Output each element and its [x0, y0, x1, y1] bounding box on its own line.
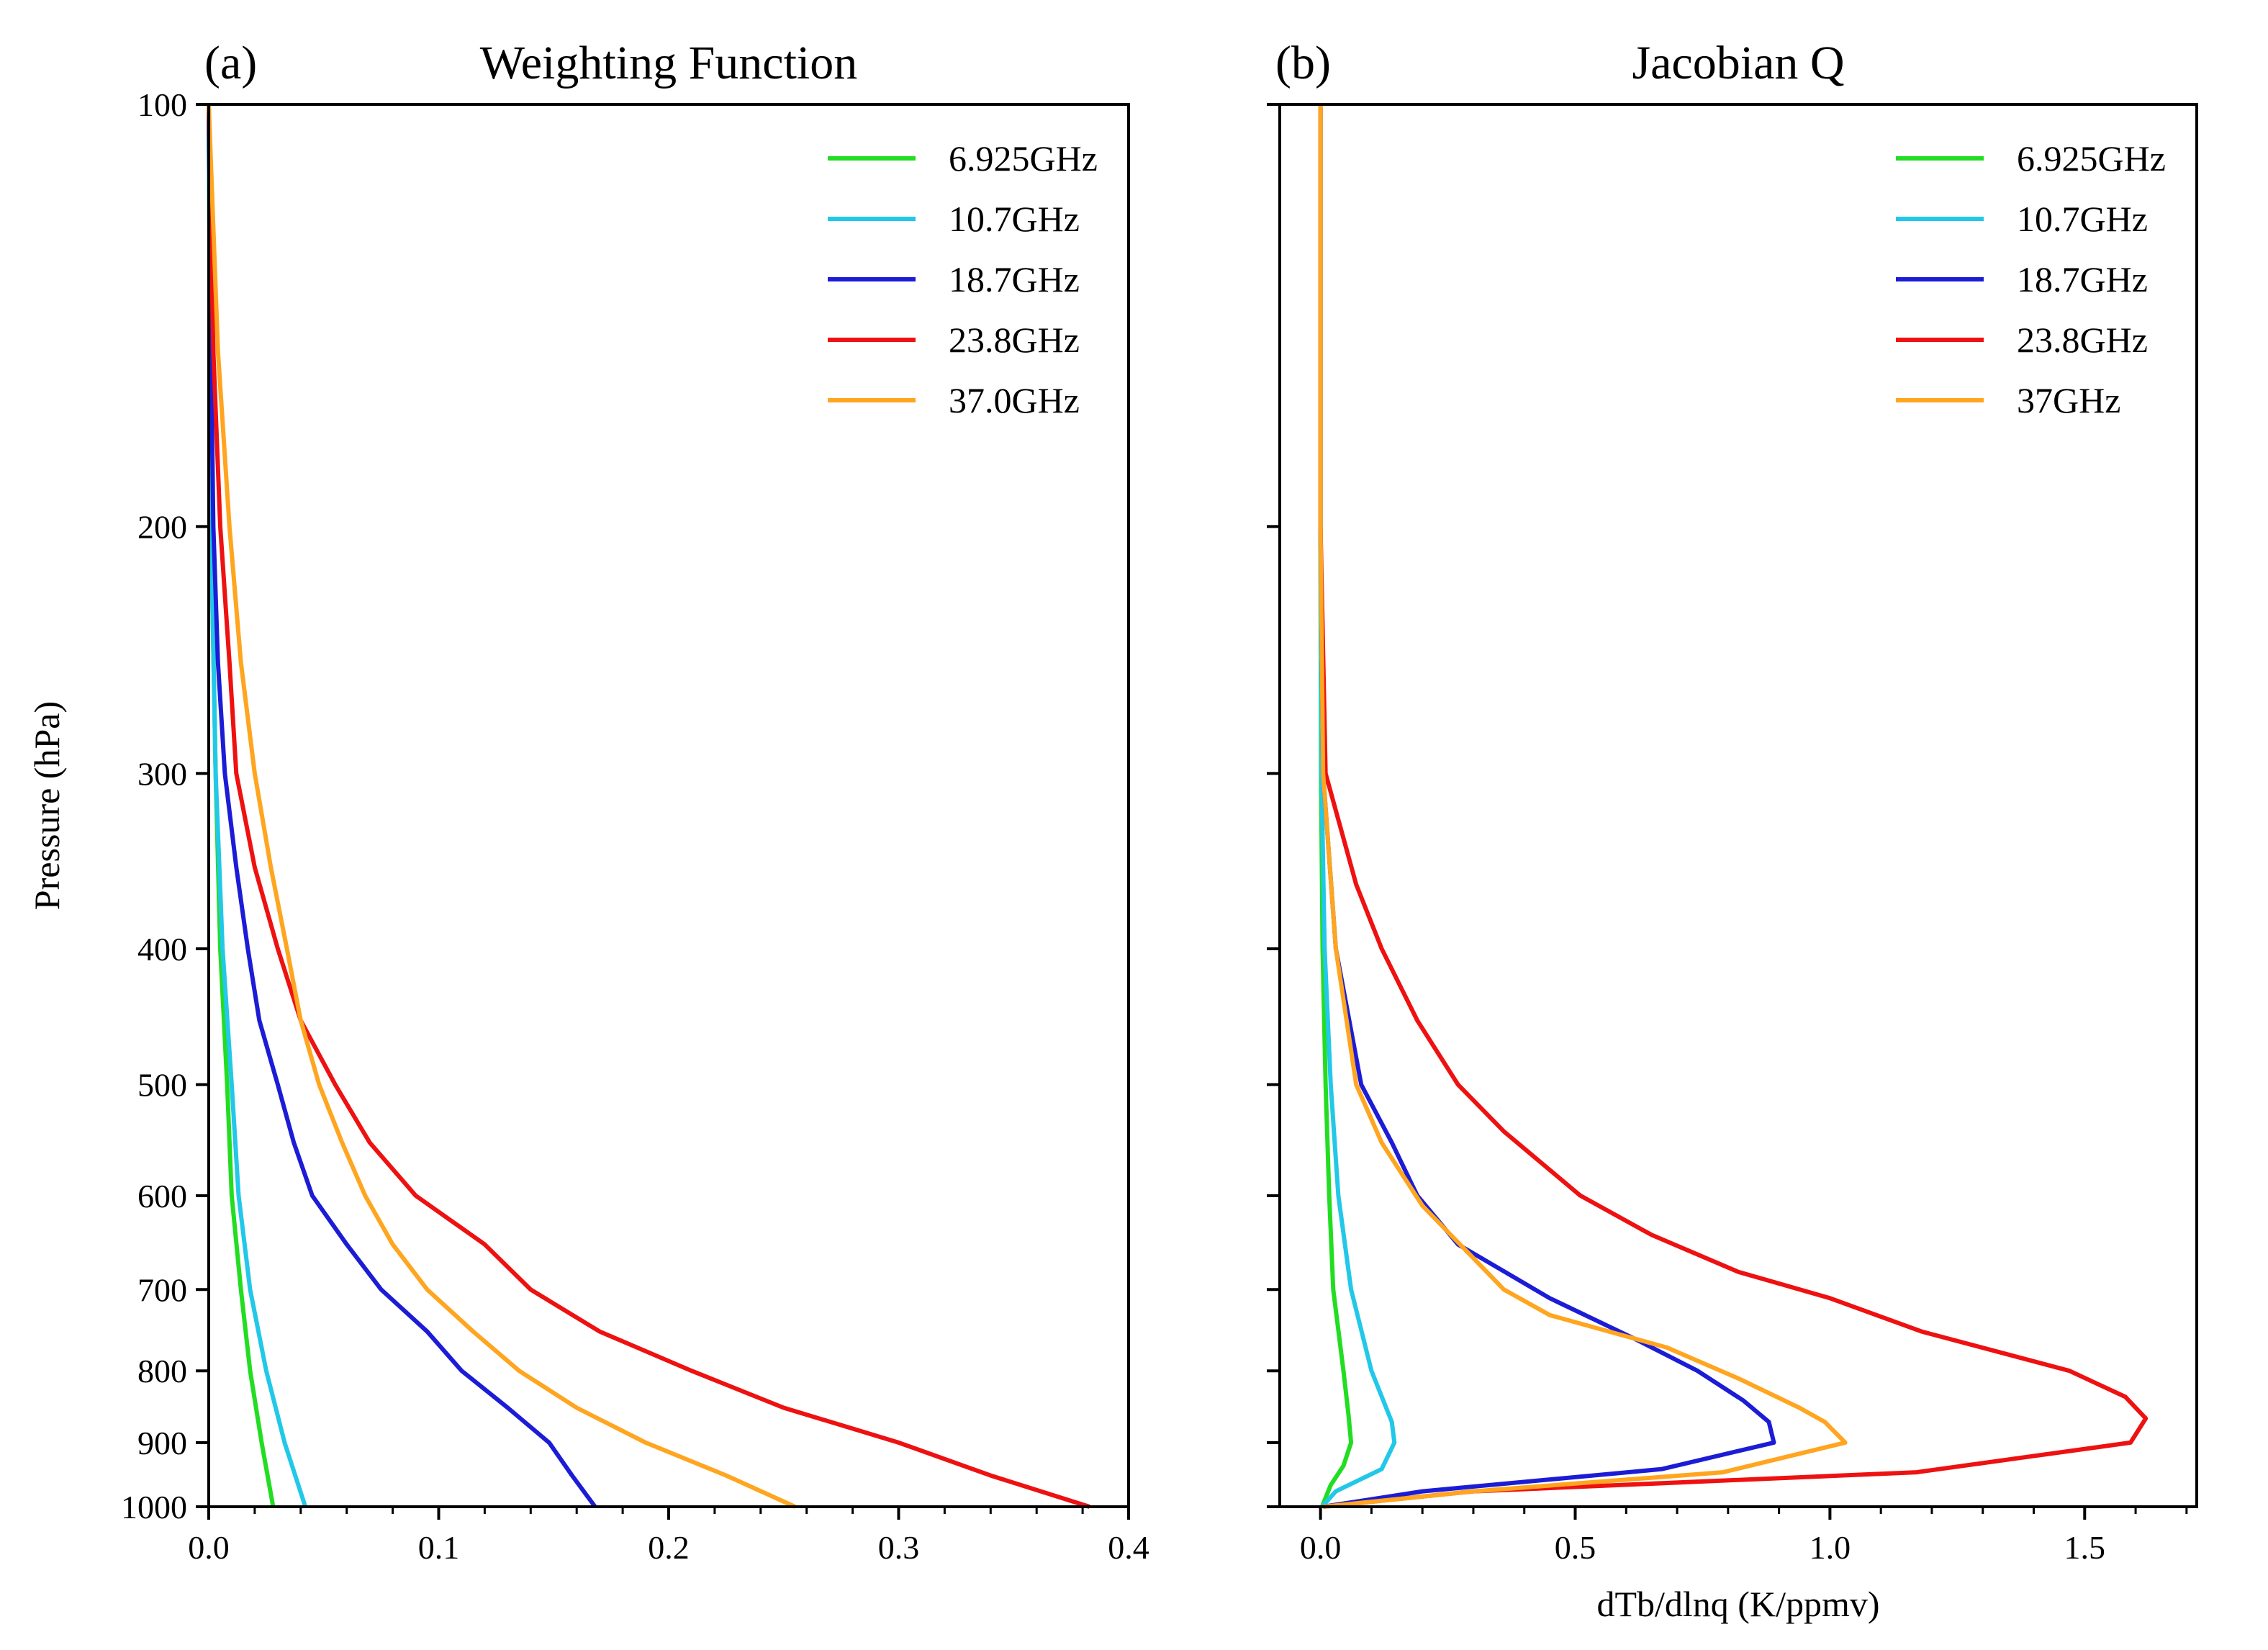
y-axis-title: Pressure (hPa) — [27, 701, 67, 910]
series-line-37-0ghz — [207, 104, 796, 1509]
panel-label: (a) — [204, 37, 257, 89]
y-tick-label: 900 — [137, 1425, 187, 1461]
legend-label: 23.8GHz — [2017, 320, 2148, 360]
y-tick-label: 300 — [137, 755, 187, 792]
legend-label: 18.7GHz — [2017, 259, 2148, 299]
legend-label: 6.925GHz — [949, 138, 1098, 179]
legend-label: 10.7GHz — [2017, 199, 2148, 239]
panel-label: (b) — [1275, 37, 1331, 89]
y-tick-label: 700 — [137, 1271, 187, 1308]
y-tick-label: 100 — [137, 86, 187, 123]
x-tick-label: 0.5 — [1555, 1529, 1596, 1566]
series-line-10-7ghz — [207, 104, 308, 1507]
x-tick-label: 0.2 — [648, 1529, 690, 1566]
y-tick-label: 500 — [137, 1067, 187, 1104]
legend-label: 23.8GHz — [949, 320, 1080, 360]
legend-label: 10.7GHz — [949, 199, 1080, 239]
legend-label: 6.925GHz — [2017, 138, 2166, 179]
series-line-23-8ghz — [1318, 104, 2149, 1509]
plot-frame — [207, 103, 1130, 1508]
panel-title: Weighting Function — [480, 37, 858, 89]
x-tick-label: 0.4 — [1108, 1529, 1149, 1566]
legend-label: 37.0GHz — [949, 380, 1080, 420]
plot-frame — [1278, 103, 2198, 1508]
y-tick-label: 400 — [137, 931, 187, 968]
panel-title: Jacobian Q — [1632, 37, 1844, 89]
x-tick-label: 0.0 — [188, 1529, 230, 1566]
x-tick-label: 0.3 — [878, 1529, 920, 1566]
series-line-18-7ghz — [1318, 104, 1776, 1509]
x-axis-title: dTb/dlnq (K/ppmv) — [1596, 1584, 1879, 1624]
panel-b: 0.0 0.5 1.0 1.5 (b) Jacobian Q dTb/dlnq (K/ppm… — [1267, 37, 2198, 1624]
legend-label: 37GHz — [2017, 380, 2120, 420]
x-tick-label: 1.5 — [2064, 1529, 2106, 1566]
series-line-10-7ghz — [1318, 104, 1397, 1509]
x-tick-label: 0.1 — [418, 1529, 460, 1566]
series-line-23-8ghz — [207, 104, 1090, 1509]
y-tick-label: 200 — [137, 508, 187, 545]
y-tick-label: 800 — [137, 1353, 187, 1389]
series-line-18-7ghz — [207, 104, 597, 1508]
y-tick-label: 600 — [137, 1178, 187, 1214]
series-line-37ghz — [1318, 104, 1848, 1509]
x-tick-label: 1.0 — [1810, 1529, 1851, 1566]
x-tick-label: 0.0 — [1300, 1529, 1342, 1566]
legend-label: 18.7GHz — [949, 259, 1080, 299]
y-tick-label: 1000 — [121, 1489, 187, 1525]
